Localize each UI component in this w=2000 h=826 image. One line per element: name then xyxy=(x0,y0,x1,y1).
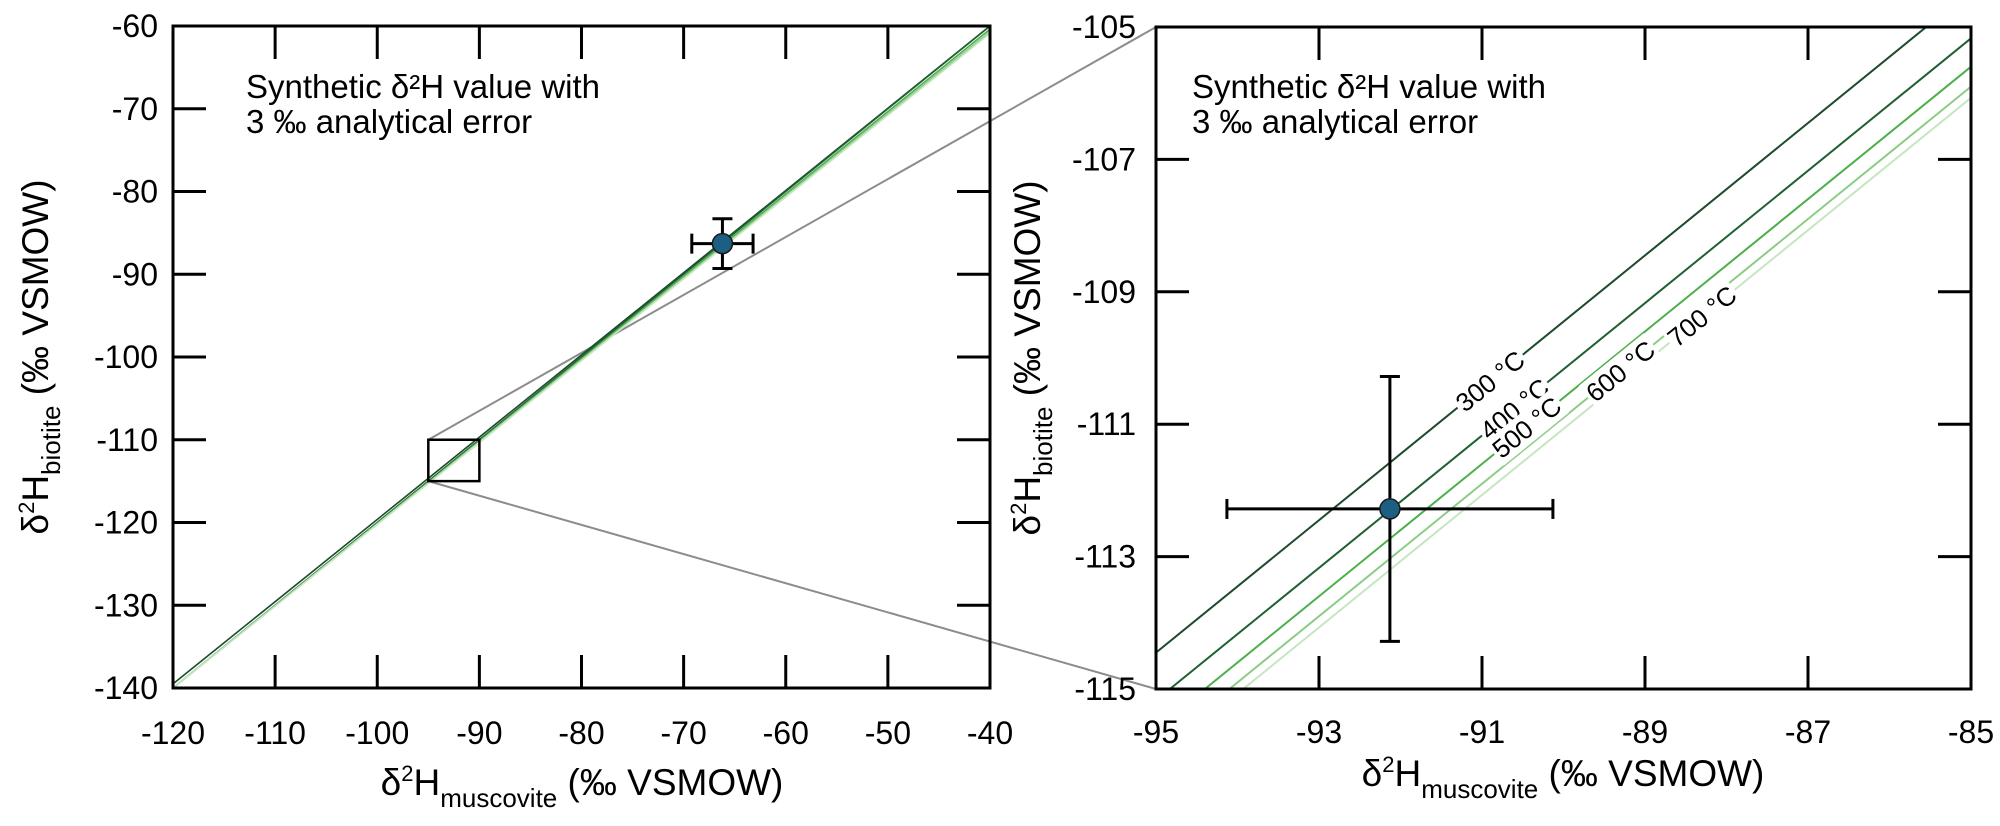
x-tick-label: -120 xyxy=(141,715,205,751)
x-title-units: (‰ VSMOW) xyxy=(1538,753,1764,794)
x-title-sub: muscovite xyxy=(1421,774,1538,804)
x-tick-label: -60 xyxy=(763,715,809,751)
x-title-units: (‰ VSMOW) xyxy=(557,762,783,803)
x-tick-label: -95 xyxy=(1133,714,1179,750)
label-gap xyxy=(1578,333,1663,410)
y-tick-label: -70 xyxy=(112,91,158,127)
y-title-units: (‰ VSMOW) xyxy=(1007,180,1048,406)
zoom-region-rect xyxy=(427,438,481,483)
axes-frame xyxy=(1154,25,1973,691)
y-title-sub: biotite xyxy=(1028,407,1058,476)
y-axis-title: δ2Hbiotite (‰ VSMOW) xyxy=(14,179,66,534)
plot-frame xyxy=(1154,25,1973,691)
annotation-line-1: Synthetic δ²H value with xyxy=(1192,68,1546,105)
x-title-sup: 2 xyxy=(401,761,413,786)
x-tick-label: -80 xyxy=(558,715,604,751)
overview-panel: -120 -110 -100 -90 -80 -70 -60 -50 -40 -140 -130 -1… xyxy=(14,8,1013,813)
y-tick-label: -80 xyxy=(112,174,158,210)
x-tick-label: -90 xyxy=(456,715,502,751)
label-gap xyxy=(1448,343,1533,420)
y-tick-label: -90 xyxy=(112,256,158,292)
y-tick-label: -140 xyxy=(94,670,158,706)
connector-line-top xyxy=(427,26,1157,441)
x-tick-label: -91 xyxy=(1459,714,1505,750)
y-tick-label: -120 xyxy=(94,505,158,541)
y-title-delta: δ xyxy=(15,514,56,535)
series-line-300c xyxy=(1155,26,1927,654)
y-title-sup: 2 xyxy=(1006,503,1031,515)
y-tick-label: -107 xyxy=(1072,141,1136,177)
data-point-group xyxy=(690,217,755,270)
y-title-sub: biotite xyxy=(36,406,66,475)
x-title-h: H xyxy=(413,762,440,803)
y-tick-label: -115 xyxy=(1074,671,1136,707)
y-tick-label: -60 xyxy=(112,8,158,44)
y-title-delta: δ xyxy=(1007,515,1048,536)
y-title-sup: 2 xyxy=(14,502,39,514)
x-tick-label: -89 xyxy=(1622,714,1668,750)
zoom-connectors xyxy=(427,26,1157,690)
y-title-units: (‰ VSMOW) xyxy=(15,179,56,405)
series-line-500c xyxy=(1204,65,1972,690)
label-gap xyxy=(1472,370,1557,448)
series-line-700c xyxy=(172,32,991,689)
x-title-sub: muscovite xyxy=(440,783,557,813)
x-title-sup: 2 xyxy=(1382,752,1394,777)
connector-line-bottom xyxy=(428,480,1157,690)
y-tick-label: -113 xyxy=(1074,539,1136,575)
y-tick-label: -109 xyxy=(1072,274,1136,310)
x-title-delta: δ xyxy=(381,762,402,803)
y-title-h: H xyxy=(15,475,56,502)
label-gap xyxy=(1484,389,1569,466)
ticks: -120 -110 -100 -90 -80 -70 -60 -50 -40 -140 -130 -1… xyxy=(94,8,1013,751)
x-axis-title: δ2Hmuscovite (‰ VSMOW) xyxy=(381,761,784,813)
data-point xyxy=(711,232,734,255)
x-tick-label: -87 xyxy=(1785,714,1831,750)
y-tick-label: -105 xyxy=(1072,9,1136,45)
x-tick-label: -70 xyxy=(661,715,707,751)
ticks: -95 -93 -91 -89 -87 -85 -115 -113 -111 -109 -107 -1… xyxy=(1072,9,1994,750)
data-point-group xyxy=(1225,375,1555,643)
isotherm-lines xyxy=(172,25,991,689)
x-tick-label: -85 xyxy=(1948,714,1994,750)
y-tick-label: -100 xyxy=(94,339,158,375)
label-gap xyxy=(1659,278,1745,355)
x-tick-label: -40 xyxy=(967,715,1013,751)
zoom-box xyxy=(427,438,481,483)
series-line-400c xyxy=(1169,37,1972,690)
y-title-h: H xyxy=(1007,476,1048,503)
x-axis-title: δ2Hmuscovite (‰ VSMOW) xyxy=(1362,752,1765,804)
y-tick-label: -111 xyxy=(1077,406,1136,442)
annotation-line-1: Synthetic δ²H value with xyxy=(246,68,600,105)
x-tick-label: -110 xyxy=(244,715,306,751)
x-tick-label: -100 xyxy=(345,715,409,751)
data-point xyxy=(1379,498,1401,520)
x-tick-label: -93 xyxy=(1296,714,1342,750)
y-tick-label: -110 xyxy=(96,422,158,458)
isotherm-label-700c: 700 °C xyxy=(1662,280,1743,354)
x-title-h: H xyxy=(1394,753,1421,794)
annotation-line-2: 3 ‰ analytical error xyxy=(246,103,532,140)
annotation-line-2: 3 ‰ analytical error xyxy=(1192,103,1478,140)
x-tick-label: -50 xyxy=(865,715,911,751)
y-axis-title: δ2Hbiotite (‰ VSMOW) xyxy=(1006,180,1058,535)
x-title-delta: δ xyxy=(1362,753,1383,794)
y-tick-label: -130 xyxy=(94,587,158,623)
